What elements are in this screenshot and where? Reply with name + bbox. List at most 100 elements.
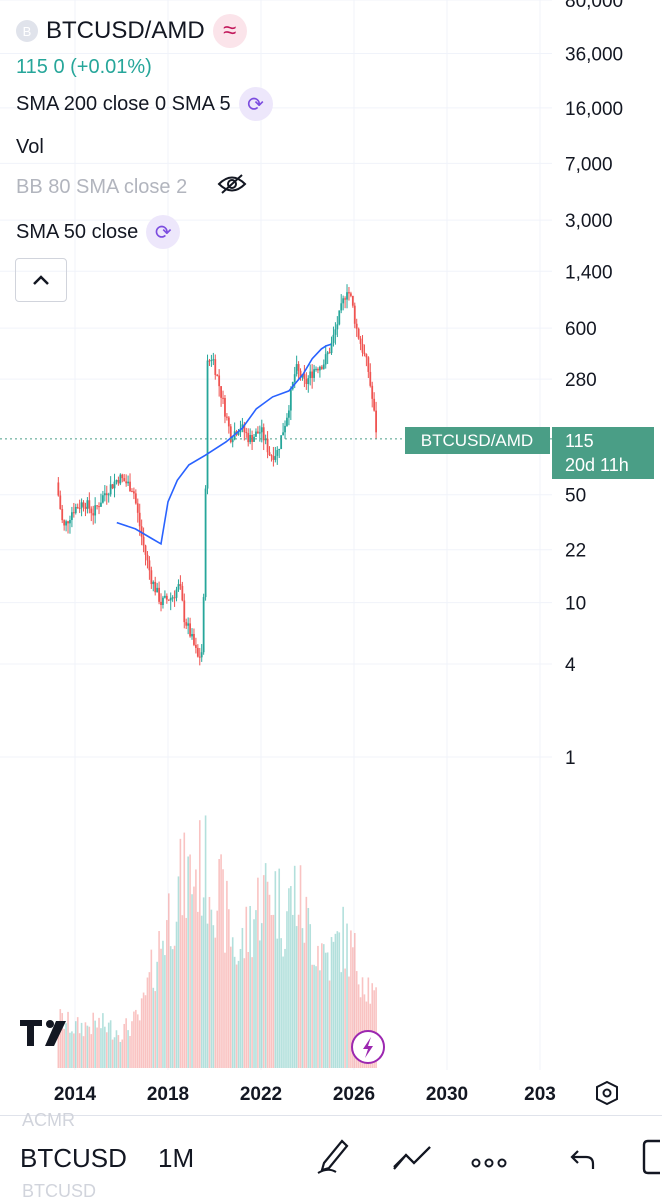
candle-body (338, 310, 341, 325)
candle-body (67, 521, 69, 524)
volume-bar (224, 952, 226, 1068)
y-tick-label: 1,400 (565, 262, 613, 283)
volume-bar (158, 931, 160, 1068)
chart-canvas[interactable]: 80,000 36,000 16,000 7,000 3,000 1,400 600 280 5… (0, 0, 662, 1115)
divider (0, 1115, 662, 1116)
draw-tool-icon[interactable] (316, 1137, 352, 1182)
candle-body (328, 352, 331, 354)
refresh-icon[interactable]: ⟳ (146, 215, 181, 249)
time-axis[interactable]: 2014 2018 2022 2026 2030 203 (54, 1084, 556, 1105)
candle-body (315, 368, 317, 370)
volume-bar (353, 933, 356, 1068)
candle-body (208, 360, 211, 362)
volume-bar (336, 931, 339, 1068)
volume-bar (367, 977, 370, 1068)
volume-bars (57, 815, 377, 1068)
indicator-row-vol[interactable]: Vol (16, 136, 44, 159)
volume-bar (84, 1022, 87, 1068)
symbol-row[interactable]: B BTCUSD/AMD ≈ (16, 14, 247, 48)
volume-bar (148, 972, 151, 1068)
volume-bar (105, 1032, 108, 1068)
indicator-row-bb[interactable]: BB 80 SMA close 2 (16, 173, 247, 201)
volume-bar (125, 1018, 127, 1068)
candle-body (226, 416, 228, 418)
candle-body (284, 425, 286, 433)
volume-bar (82, 1036, 85, 1068)
prev-symbol: ACMR (22, 1110, 75, 1130)
volume-bar (208, 896, 211, 1068)
candle-body (92, 513, 95, 516)
volume-bar (214, 937, 217, 1068)
volume-bar (195, 869, 197, 1068)
indicator-row-sma200[interactable]: SMA 200 close 0 SMA 5 ⟳ (16, 87, 273, 121)
candle-body (142, 536, 145, 546)
volume-bar (299, 865, 302, 1068)
symbol-button[interactable]: BTCUSD (20, 1143, 127, 1173)
volume-bar (260, 923, 263, 1068)
candle-body (303, 374, 306, 379)
volume-bar (212, 925, 215, 1068)
candle-body (351, 295, 354, 306)
candle-body (371, 385, 374, 399)
volume-bar (113, 1037, 116, 1068)
refresh-icon[interactable]: ⟳ (238, 87, 273, 121)
lightning-icon[interactable] (351, 1030, 385, 1064)
interval-button[interactable]: 1M (158, 1143, 195, 1173)
candle-body (313, 369, 315, 378)
volume-bar (59, 1009, 62, 1068)
candle-body (80, 502, 83, 509)
candle-body (311, 371, 314, 378)
y-tick-label: 36,000 (565, 45, 623, 66)
candle-body (175, 589, 178, 598)
volume-bar (247, 952, 250, 1068)
candle-body (210, 359, 213, 361)
candle-body (169, 597, 172, 601)
hexagon-settings-icon[interactable] (596, 1080, 618, 1106)
indicators-icon[interactable] (392, 1143, 434, 1180)
volume-bar (183, 832, 186, 1068)
symbol-title[interactable]: BTCUSD/AMD (46, 17, 205, 44)
price-axis[interactable]: 80,000 36,000 16,000 7,000 3,000 1,400 600 280 5… (565, 0, 623, 769)
volume-bar (321, 943, 323, 1068)
y-tick-label: 7,000 (565, 154, 613, 175)
volume-bar (243, 958, 246, 1068)
indicator-label: Vol (16, 136, 44, 158)
candle-body (183, 600, 186, 623)
volume-bar (107, 1022, 110, 1068)
volume-bar (119, 1041, 122, 1068)
eye-off-icon[interactable] (217, 173, 247, 201)
candle-body (171, 597, 174, 599)
more-icon[interactable] (470, 1145, 510, 1180)
chevron-up-icon[interactable] (15, 258, 67, 302)
candle-body (134, 493, 137, 504)
candle-body (84, 506, 87, 509)
candle-body (243, 424, 246, 433)
volume-bar (160, 948, 162, 1068)
volume-bar (334, 933, 337, 1068)
volume-bar (375, 987, 377, 1068)
candle-body (164, 595, 166, 598)
y-tick-label: 4 (565, 655, 576, 676)
candle-body (373, 398, 376, 411)
candle-body (193, 633, 195, 645)
volume-bar (179, 838, 182, 1068)
candle-body (317, 368, 319, 371)
undo-icon[interactable] (568, 1147, 596, 1178)
candle-body (257, 431, 259, 434)
volume-bar (131, 1021, 133, 1068)
candle-body (332, 334, 335, 343)
volume-bar (361, 977, 364, 1068)
indicator-row-sma50[interactable]: SMA 50 close ⟳ (16, 215, 181, 249)
volume-bar (76, 1017, 79, 1068)
volume-bar (187, 856, 189, 1068)
approx-equal-icon[interactable]: ≈ (212, 14, 247, 48)
volume-bar (189, 854, 191, 1068)
candle-body (72, 512, 75, 514)
candle-body (181, 585, 184, 601)
volume-bar (115, 1030, 118, 1068)
candle-body (158, 587, 160, 602)
layout-icon[interactable] (642, 1139, 662, 1182)
volume-bar (152, 987, 155, 1068)
volume-bar (233, 956, 236, 1068)
candle-body (200, 652, 203, 658)
